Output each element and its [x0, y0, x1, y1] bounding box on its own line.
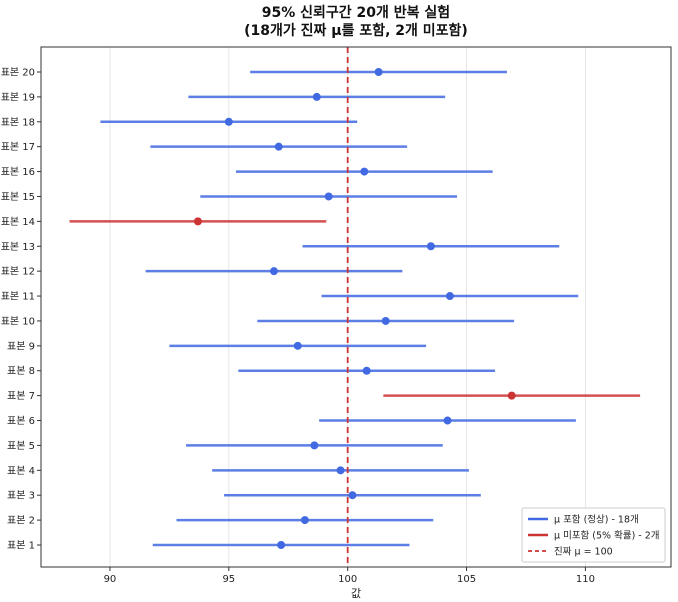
y-tick-label: 표본 3: [7, 490, 35, 502]
y-tick-label: 표본 20: [1, 67, 35, 79]
plot-frame: [40, 46, 672, 568]
sample-mean-point: [374, 68, 383, 76]
x-tick-label: 95: [222, 574, 235, 585]
legend-label: μ 포함 (정상) - 18개: [554, 515, 639, 526]
sample-mean-point: [193, 217, 202, 226]
x-axis-ticks: 90 95 100 105 110: [104, 567, 595, 585]
chart-title-line1: 95% 신뢰구간 20개 반복 실험: [262, 4, 450, 21]
sample-mean-point: [269, 267, 278, 276]
sample-mean-point: [324, 192, 333, 201]
legend-box: [521, 507, 666, 563]
y-tick-label: 표본 9: [7, 340, 35, 352]
y-tick-label: 표본 2: [7, 515, 35, 527]
sample-mean-point: [445, 292, 454, 301]
y-tick-label: 표본 18: [1, 116, 35, 128]
y-tick-label: 표본 11: [1, 291, 35, 303]
sample-mean-point: [507, 391, 516, 400]
sample-mean-point: [310, 441, 319, 450]
y-tick-label: 표본 6: [7, 415, 35, 427]
chart-title-line2: (18개가 진짜 μ를 포함, 2개 미포함): [244, 22, 468, 39]
y-tick-label: 표본 15: [1, 191, 35, 203]
x-tick-label: 90: [104, 574, 117, 585]
y-tick-label: 표본 17: [1, 141, 35, 153]
y-tick-label: 표본 19: [1, 91, 35, 103]
x-tick-label: 100: [338, 574, 357, 585]
sample-mean-point: [443, 416, 452, 425]
legend-label: 진짜 μ = 100: [554, 547, 613, 558]
y-tick-label: 표본 12: [1, 266, 35, 278]
sample-mean-point: [381, 316, 390, 325]
y-tick-label: 표본 10: [1, 315, 35, 327]
interval-bars: [69, 68, 641, 549]
y-tick-label: 표본 5: [7, 440, 35, 452]
x-tick-label: 110: [576, 574, 595, 585]
sample-mean-point: [336, 466, 345, 475]
y-tick-label: 표본 8: [7, 365, 35, 377]
x-tick-label: 105: [457, 574, 476, 585]
sample-mean-point: [293, 341, 302, 350]
y-axis-ticks: 표본 1 표본 2 표본 3 표본 4 표본 5 표본 6 표본 7 표본 8 표본 9 표본 1…: [1, 67, 41, 552]
y-tick-label: 표본 4: [7, 465, 35, 477]
y-tick-label: 표본 1: [7, 540, 35, 552]
sample-mean-point: [224, 117, 233, 126]
legend-label: μ 미포함 (5% 확률) - 2개: [554, 530, 660, 542]
sample-mean-point: [426, 242, 435, 251]
sample-mean-point: [312, 92, 321, 101]
sample-mean-point: [360, 167, 369, 176]
sample-mean-point: [348, 491, 357, 500]
sample-mean-point: [362, 366, 371, 375]
sample-mean-point: [274, 142, 283, 151]
sample-mean-point: [277, 541, 286, 549]
y-tick-label: 표본 14: [1, 216, 35, 228]
x-axis-label: 값: [351, 587, 361, 600]
y-tick-label: 표본 7: [7, 390, 35, 402]
sample-mean-point: [300, 516, 309, 525]
y-tick-label: 표본 13: [1, 241, 35, 253]
y-tick-label: 표본 16: [1, 166, 35, 178]
